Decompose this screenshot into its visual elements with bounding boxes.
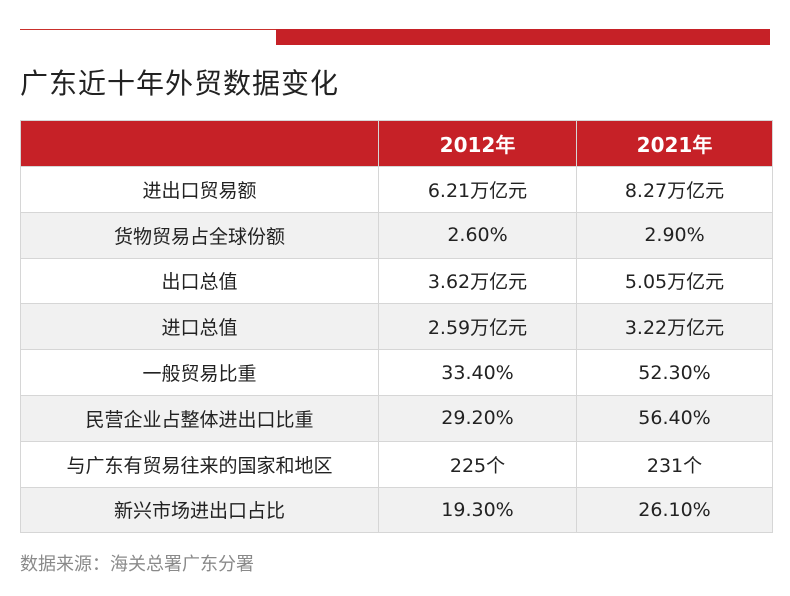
row-label: 出口总值 [20,257,379,305]
value-2021: 3.22万亿元 [576,303,773,351]
row-label: 货物贸易占全球份额 [20,211,379,259]
table-row: 货物贸易占全球份额 2.60% 2.90% [20,211,773,259]
row-label: 与广东有贸易往来的国家和地区 [20,440,379,488]
value-2012: 3.62万亿元 [378,257,577,305]
value-2021: 52.30% [576,349,773,396]
data-table: 2012年 2021年 进出口贸易额 6.21万亿元 8.27万亿元 货物贸易占… [20,120,773,534]
header-cell-label [20,120,379,167]
row-label: 进口总值 [20,303,379,351]
top-accent-rule [20,29,276,30]
table-row: 与广东有贸易往来的国家和地区 225个 231个 [20,440,773,488]
page-title: 广东近十年外贸数据变化 [20,67,340,100]
table-row: 一般贸易比重 33.40% 52.30% [20,349,773,396]
value-2021: 26.10% [576,486,773,534]
value-2012: 33.40% [378,349,577,396]
value-2012: 2.59万亿元 [378,303,577,351]
row-label: 一般贸易比重 [20,349,379,396]
value-2021: 8.27万亿元 [576,166,773,213]
table-row: 民营企业占整体进出口比重 29.20% 56.40% [20,394,773,442]
value-2012: 19.30% [378,486,577,534]
table-row: 进口总值 2.59万亿元 3.22万亿元 [20,303,773,351]
table-row: 进出口贸易额 6.21万亿元 8.27万亿元 [20,166,773,213]
value-2012: 6.21万亿元 [378,166,577,213]
value-2012: 225个 [378,440,577,488]
table-header-row: 2012年 2021年 [20,120,773,167]
header-cell-2012: 2012年 [378,120,577,167]
top-accent-bar [276,29,770,45]
value-2021: 2.90% [576,211,773,259]
header-cell-2021: 2021年 [576,120,773,167]
value-2012: 2.60% [378,211,577,259]
value-2021: 5.05万亿元 [576,257,773,305]
row-label: 进出口贸易额 [20,166,379,213]
value-2021: 231个 [576,440,773,488]
value-2021: 56.40% [576,394,773,442]
source-note: 数据来源：海关总署广东分署 [20,554,254,575]
row-label: 新兴市场进出口占比 [20,486,379,534]
value-2012: 29.20% [378,394,577,442]
table-row: 新兴市场进出口占比 19.30% 26.10% [20,486,773,534]
row-label: 民营企业占整体进出口比重 [20,394,379,442]
table-row: 出口总值 3.62万亿元 5.05万亿元 [20,257,773,305]
